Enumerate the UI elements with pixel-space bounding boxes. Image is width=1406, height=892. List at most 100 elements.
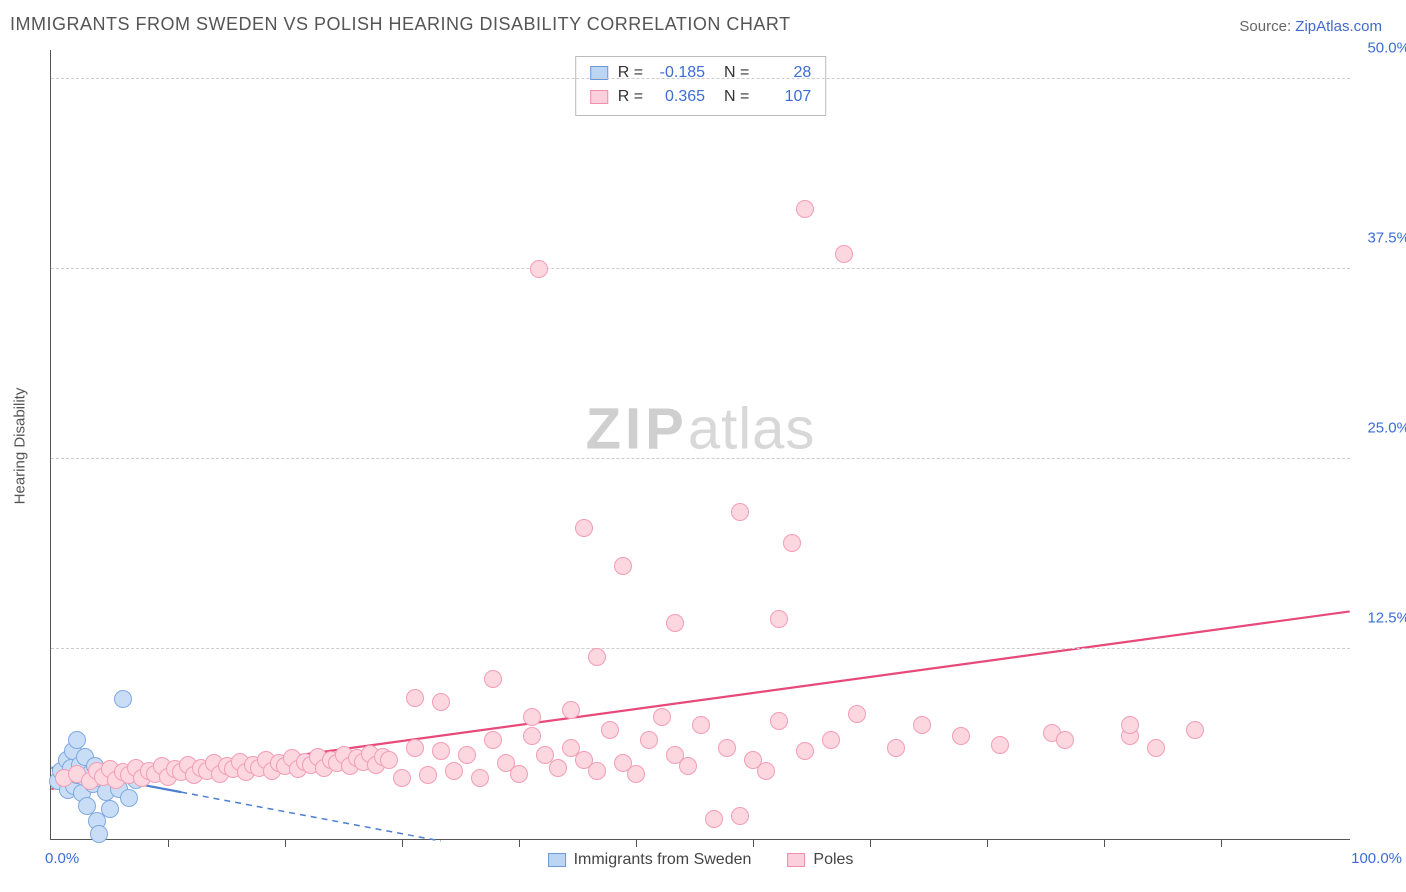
data-point — [796, 200, 814, 218]
data-point — [562, 701, 580, 719]
plot-area: ZIPatlas R = -0.185 N = 28 R = 0.365 N =… — [50, 50, 1350, 840]
x-tick — [870, 839, 871, 847]
data-point — [1147, 739, 1165, 757]
chart-title: IMMIGRANTS FROM SWEDEN VS POLISH HEARING… — [10, 14, 791, 35]
stat-N-label: N = — [715, 61, 749, 85]
stat-R-label: R = — [618, 61, 643, 85]
watermark: ZIPatlas — [586, 395, 816, 462]
data-point — [68, 731, 86, 749]
x-tick — [987, 839, 988, 847]
data-point — [432, 693, 450, 711]
data-point — [614, 557, 632, 575]
data-point — [718, 739, 736, 757]
data-point — [575, 519, 593, 537]
stat-N-label: N = — [715, 85, 749, 109]
data-point — [432, 742, 450, 760]
data-point — [835, 245, 853, 263]
y-tick-label: 37.5% — [1355, 230, 1406, 247]
watermark-zip: ZIP — [586, 396, 688, 461]
stat-R-label: R = — [618, 85, 643, 109]
data-point — [796, 742, 814, 760]
data-point — [770, 712, 788, 730]
data-point — [588, 762, 606, 780]
data-point — [1056, 731, 1074, 749]
data-point — [120, 789, 138, 807]
stat-N-poles: 107 — [759, 85, 811, 109]
x-tick — [519, 839, 520, 847]
data-point — [90, 825, 108, 843]
x-tick — [168, 839, 169, 847]
data-point — [679, 757, 697, 775]
data-point — [1186, 721, 1204, 739]
data-point — [822, 731, 840, 749]
data-point — [731, 503, 749, 521]
watermark-atlas: atlas — [688, 396, 816, 461]
grid-line — [51, 458, 1350, 459]
data-point — [1121, 716, 1139, 734]
x-tick — [1221, 839, 1222, 847]
legend-label-poles: Poles — [813, 851, 853, 869]
stat-R-poles: 0.365 — [653, 85, 705, 109]
y-axis-label: Hearing Disability — [12, 388, 29, 505]
y-tick-label: 50.0% — [1355, 40, 1406, 57]
data-point — [731, 807, 749, 825]
chart-container: IMMIGRANTS FROM SWEDEN VS POLISH HEARING… — [0, 0, 1406, 892]
data-point — [666, 614, 684, 632]
legend-swatch-sweden — [548, 853, 566, 867]
x-tick — [285, 839, 286, 847]
data-point — [588, 648, 606, 666]
y-tick-label: 25.0% — [1355, 420, 1406, 437]
data-point — [458, 746, 476, 764]
data-point — [640, 731, 658, 749]
data-point — [601, 721, 619, 739]
data-point — [783, 534, 801, 552]
data-point — [523, 727, 541, 745]
data-point — [406, 689, 424, 707]
data-point — [393, 769, 411, 787]
data-point — [419, 766, 437, 784]
data-point — [952, 727, 970, 745]
data-point — [887, 739, 905, 757]
legend: Immigrants from Sweden Poles — [548, 851, 854, 869]
source-link[interactable]: ZipAtlas.com — [1295, 18, 1382, 35]
data-point — [101, 800, 119, 818]
correlation-stats-box: R = -0.185 N = 28 R = 0.365 N = 107 — [575, 56, 827, 116]
origin-label: 0.0% — [45, 850, 79, 867]
legend-label-sweden: Immigrants from Sweden — [574, 851, 752, 869]
legend-item-sweden: Immigrants from Sweden — [548, 851, 752, 869]
data-point — [692, 716, 710, 734]
source-attribution: Source: ZipAtlas.com — [1239, 18, 1382, 35]
data-point — [406, 739, 424, 757]
data-point — [523, 708, 541, 726]
stat-R-sweden: -0.185 — [653, 61, 705, 85]
data-point — [653, 708, 671, 726]
data-point — [705, 810, 723, 828]
legend-swatch-poles — [787, 853, 805, 867]
data-point — [484, 670, 502, 688]
source-prefix: Source: — [1239, 18, 1295, 35]
x-tick — [636, 839, 637, 847]
data-point — [445, 762, 463, 780]
data-point — [380, 751, 398, 769]
legend-item-poles: Poles — [787, 851, 853, 869]
data-point — [913, 716, 931, 734]
data-point — [114, 690, 132, 708]
grid-line — [51, 648, 1350, 649]
swatch-poles — [590, 90, 608, 104]
data-point — [627, 765, 645, 783]
y-tick-label: 12.5% — [1355, 610, 1406, 627]
data-point — [510, 765, 528, 783]
stats-row-poles: R = 0.365 N = 107 — [590, 85, 812, 109]
data-point — [530, 260, 548, 278]
data-point — [484, 731, 502, 749]
data-point — [757, 762, 775, 780]
x-tick — [753, 839, 754, 847]
data-point — [991, 736, 1009, 754]
x-tick — [402, 839, 403, 847]
x-tick — [1104, 839, 1105, 847]
data-point — [770, 610, 788, 628]
stat-N-sweden: 28 — [759, 61, 811, 85]
data-point — [549, 759, 567, 777]
x-max-label: 100.0% — [1351, 850, 1402, 867]
data-point — [471, 769, 489, 787]
